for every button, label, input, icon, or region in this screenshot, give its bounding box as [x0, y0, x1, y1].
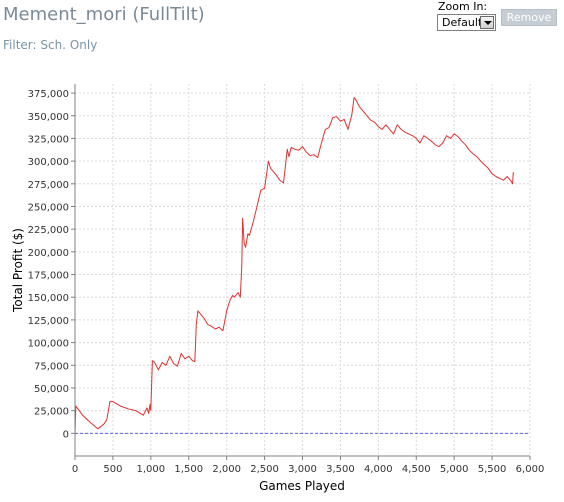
x-tick-label: 500	[103, 464, 122, 475]
page-title: Mement_mori (FullTilt)	[3, 4, 205, 25]
y-tick-label: 350,000	[28, 112, 69, 123]
x-tick-label: 3,000	[288, 464, 317, 475]
y-tick-label: 175,000	[28, 271, 69, 282]
zoom-select[interactable]: Default	[437, 14, 496, 31]
x-tick-label: 0	[72, 464, 78, 475]
y-tick-label: 225,000	[28, 225, 69, 236]
y-tick-label: 100,000	[28, 339, 69, 350]
x-tick-label: 1,000	[137, 464, 166, 475]
y-tick-label: 375,000	[28, 89, 69, 100]
y-tick-label: 50,000	[34, 384, 69, 395]
y-tick-label: 325,000	[28, 134, 69, 145]
x-tick-label: 5,000	[440, 464, 469, 475]
axis-ticks: 0 25,000 50,000 75,000 100,000 125,000 150,000…	[28, 89, 545, 475]
grid-lines	[74, 84, 531, 456]
series-line-total-profit	[74, 97, 514, 434]
x-tick-label: 4,000	[364, 464, 393, 475]
y-axis-label: Total Profit ($)	[11, 228, 25, 313]
y-tick-label: 0	[63, 429, 69, 440]
x-tick-label: 2,000	[212, 464, 241, 475]
x-tick-label: 6,000	[516, 464, 545, 475]
x-tick-label: 2,500	[250, 464, 279, 475]
y-tick-label: 75,000	[34, 361, 69, 372]
y-tick-label: 275,000	[28, 180, 69, 191]
zoom-select-value: Default	[442, 16, 483, 29]
chevron-down-icon[interactable]	[480, 16, 494, 29]
x-axis-label: Games Played	[259, 479, 345, 493]
remove-button[interactable]: Remove	[501, 9, 557, 26]
y-tick-label: 300,000	[28, 157, 69, 168]
x-tick-label: 4,500	[402, 464, 431, 475]
x-tick-label: 3,500	[326, 464, 355, 475]
x-tick-label: 5,500	[478, 464, 507, 475]
filter-label: Filter: Sch. Only	[3, 38, 98, 52]
y-tick-label: 150,000	[28, 293, 69, 304]
y-tick-label: 200,000	[28, 248, 69, 259]
x-tick-label: 1,500	[174, 464, 203, 475]
y-tick-label: 25,000	[34, 407, 69, 418]
y-tick-label: 250,000	[28, 202, 69, 213]
y-tick-label: 125,000	[28, 316, 69, 327]
zoom-label: Zoom In:	[438, 0, 488, 13]
